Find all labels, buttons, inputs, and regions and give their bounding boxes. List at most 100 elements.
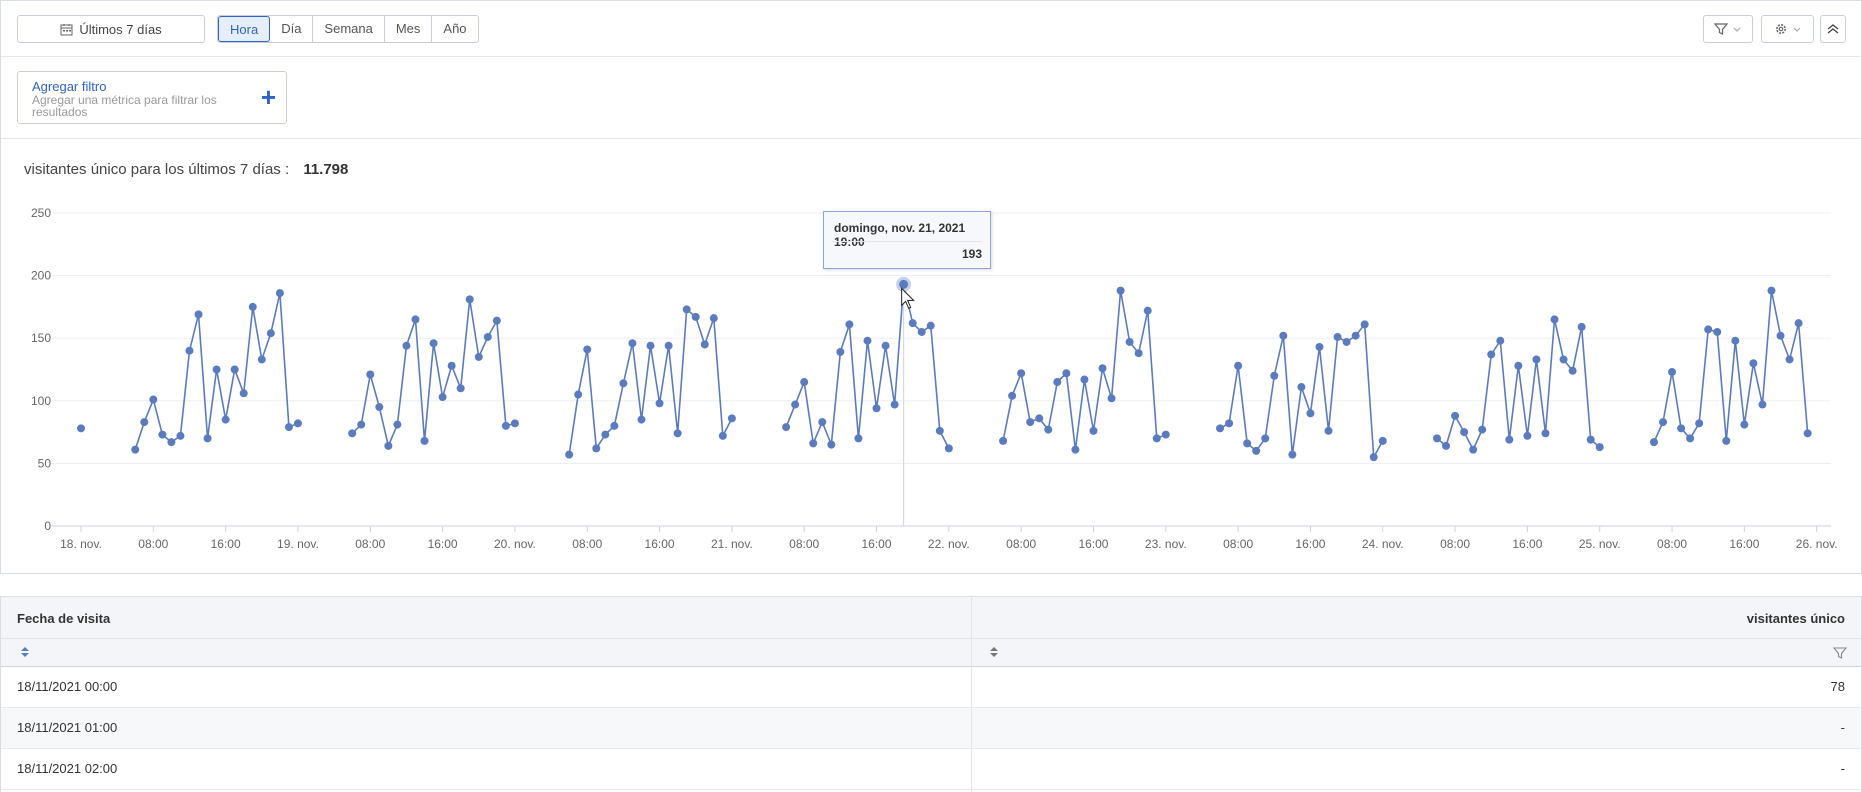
data-point (212, 365, 221, 374)
column-header-date[interactable]: Fecha de visita (17, 611, 111, 626)
data-point (1442, 441, 1451, 450)
highlighted-point (896, 276, 912, 292)
data-point (203, 434, 212, 443)
data-point (284, 423, 293, 432)
data-point (185, 346, 194, 355)
double-chevron-up-icon (1827, 24, 1839, 34)
date-range-label: Últimos 7 días (79, 21, 162, 37)
data-point (1686, 434, 1695, 443)
data-point (628, 339, 637, 348)
sort-icon[interactable] (988, 645, 1000, 659)
data-point (1378, 436, 1387, 445)
period-year[interactable]: Año (432, 16, 478, 42)
filter-menu-button[interactable] (1703, 15, 1753, 43)
period-day[interactable]: Día (270, 16, 314, 42)
line-chart[interactable]: 0 50 100 150 200 250 18. nov. 08:00 16:00 19. nov… (1, 196, 1862, 561)
table-row[interactable]: 18/11/2021 00:00 78 (1, 667, 1861, 708)
sort-icon[interactable] (19, 645, 31, 659)
data-point (999, 436, 1008, 445)
data-point (293, 419, 302, 428)
data-point (1360, 320, 1369, 329)
data-point (1026, 418, 1035, 427)
data-point (1098, 364, 1107, 373)
period-hour[interactable]: Hora (218, 16, 271, 42)
data-point (501, 421, 510, 430)
data-point (492, 316, 501, 325)
data-point (1369, 453, 1378, 462)
data-point (194, 310, 203, 319)
data-point (836, 347, 845, 356)
data-point (944, 444, 953, 453)
data-point (77, 424, 85, 433)
x-tick-label: 20. nov. (494, 537, 536, 551)
x-tick-label: 16:00 (862, 537, 892, 551)
table-row[interactable]: 18/11/2021 02:00 - (1, 749, 1861, 790)
data-point (375, 403, 384, 412)
period-selector: Hora Día Semana Mes Año (217, 15, 479, 43)
date-range-button[interactable]: Últimos 7 días (17, 15, 205, 43)
x-tick-label: 16:00 (428, 537, 458, 551)
data-point (429, 339, 438, 348)
data-point (592, 444, 601, 453)
data-point (1532, 355, 1541, 364)
data-point (357, 420, 366, 429)
data-point (176, 431, 185, 440)
data-point (1487, 350, 1496, 359)
data-point (673, 429, 682, 438)
plus-icon[interactable]: + (260, 82, 276, 112)
data-point (1261, 434, 1270, 443)
data-point (510, 419, 519, 428)
period-week[interactable]: Semana (313, 16, 385, 42)
x-tick-label: 08:00 (1006, 537, 1036, 551)
x-tick-label: 16:00 (1295, 537, 1325, 551)
data-point (1234, 361, 1243, 370)
cell-value: - (1840, 761, 1845, 776)
data-point (456, 384, 465, 393)
data-point (935, 426, 944, 435)
data-point (637, 415, 646, 424)
chart-panel: Últimos 7 días Hora Día Semana Mes Año A… (0, 0, 1862, 574)
data-point (1433, 434, 1441, 443)
x-tick-label: 23. nov. (1145, 537, 1187, 551)
x-tick-label: 16:00 (211, 537, 241, 551)
data-point (1577, 322, 1586, 331)
collapse-button[interactable] (1820, 15, 1846, 43)
data-point (1749, 359, 1758, 368)
data-point (664, 341, 673, 350)
data-point (1794, 319, 1803, 328)
funnel-icon (1714, 23, 1728, 35)
data-point (800, 378, 809, 387)
series-line (1653, 290, 1809, 443)
cell-date: 18/11/2021 00:00 (17, 679, 118, 694)
data-point (1695, 419, 1704, 428)
data-point (818, 418, 827, 427)
tooltip-value: 193 (961, 247, 982, 261)
period-month[interactable]: Mes (384, 16, 433, 42)
data-point (1767, 286, 1776, 295)
data-point (1315, 342, 1324, 351)
data-point (1216, 424, 1225, 433)
column-header-visitors[interactable]: visitantes único (1746, 611, 1845, 626)
chart-tooltip: domingo, nov. 21, 2021 19:00 193 (823, 211, 991, 269)
data-point (1713, 327, 1722, 336)
table-row[interactable]: 18/11/2021 01:00 - (1, 708, 1861, 749)
data-point (1460, 428, 1469, 437)
data-point (1225, 419, 1234, 428)
column-filter-icon[interactable] (1833, 646, 1847, 660)
data-point (863, 336, 872, 345)
gear-icon (1775, 24, 1786, 34)
data-point (1071, 445, 1080, 454)
data-point (1722, 436, 1731, 445)
settings-button[interactable] (1761, 15, 1814, 43)
table-header: Fecha de visita visitantes único (1, 597, 1861, 639)
data-point (1116, 286, 1125, 295)
add-filter-card[interactable]: Agregar filtro Agregar una métrica para … (17, 71, 287, 124)
data-point (1668, 368, 1677, 377)
data-point (917, 327, 926, 336)
data-point (700, 340, 709, 349)
x-tick-label: 21. nov. (711, 537, 753, 551)
add-filter-title[interactable]: Agregar filtro (32, 79, 107, 94)
toolbar: Últimos 7 días Hora Día Semana Mes Año (1, 1, 1861, 57)
data-point (908, 319, 917, 328)
data-point (1595, 443, 1604, 452)
